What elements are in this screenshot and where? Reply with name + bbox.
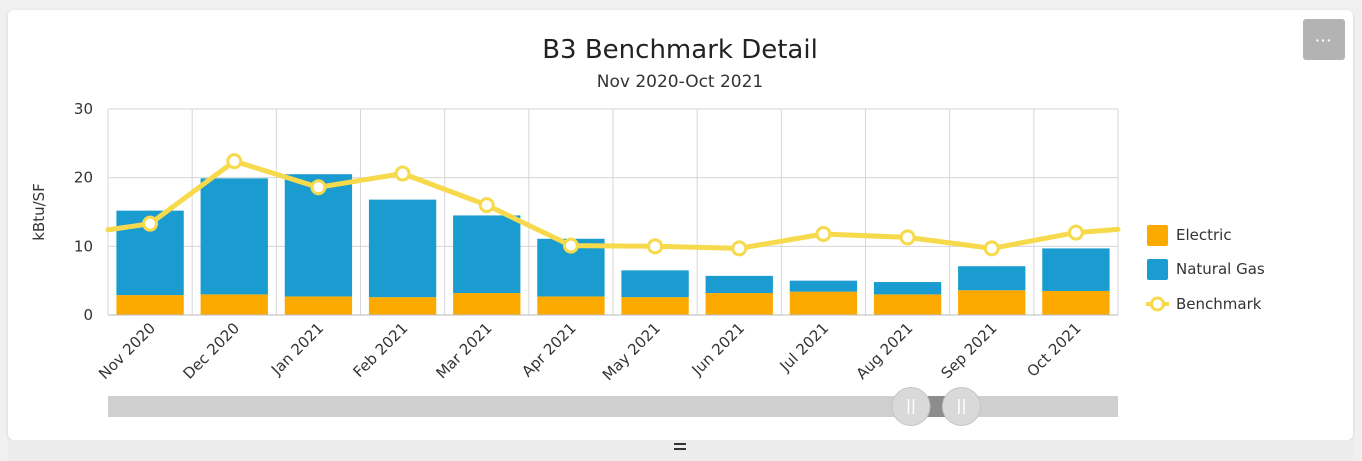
legend-swatch: [1147, 225, 1168, 246]
y-axis-label: kBtu/SF: [30, 183, 48, 241]
benchmark-point[interactable]: [310, 179, 327, 196]
benchmark-point[interactable]: [394, 165, 411, 182]
x-tick-label: Jul 2021: [776, 319, 833, 376]
bar-natural-gas[interactable]: [453, 215, 521, 294]
navigator-handle-knob: [891, 387, 931, 426]
legend-label: Electric: [1176, 226, 1232, 244]
bar-electric[interactable]: [200, 294, 268, 315]
chart-subtitle: Nov 2020-Oct 2021: [597, 72, 764, 92]
bar-natural-gas[interactable]: [958, 266, 1026, 291]
x-tick-label: Nov 2020: [95, 319, 159, 383]
x-tick-label: Sep 2021: [937, 319, 1000, 382]
card-footer: [8, 440, 1353, 461]
benchmark-point[interactable]: [226, 153, 243, 170]
x-tick-label: Dec 2020: [179, 319, 243, 383]
chart-title: B3 Benchmark Detail: [542, 35, 818, 65]
legend-marker: [1150, 296, 1165, 312]
legend: Electric Natural Gas Benchmark: [1146, 225, 1265, 313]
bar-electric[interactable]: [1042, 290, 1110, 315]
bar-natural-gas[interactable]: [705, 275, 773, 294]
bar-electric[interactable]: [873, 294, 942, 315]
benchmark-point[interactable]: [815, 225, 832, 242]
benchmark-point[interactable]: [983, 240, 1000, 257]
resize-handle-line: [674, 448, 686, 450]
bar-natural-gas[interactable]: [368, 199, 437, 298]
legend-label: Natural Gas: [1176, 260, 1265, 278]
x-tick-label: Aug 2021: [853, 319, 917, 383]
y-tick-label: 30: [74, 100, 93, 118]
y-tick-label: 20: [74, 169, 93, 187]
x-tick-label: Apr 2021: [518, 319, 579, 380]
y-tick-label: 0: [83, 306, 93, 324]
bar-electric[interactable]: [621, 297, 689, 315]
bar-electric[interactable]: [368, 297, 437, 315]
legend-item-natural-gas[interactable]: Natural Gas: [1147, 259, 1265, 280]
benchmark-point[interactable]: [899, 229, 916, 246]
bar-electric[interactable]: [537, 296, 605, 315]
bar-natural-gas[interactable]: [1042, 248, 1110, 291]
legend-label: Benchmark: [1176, 295, 1262, 313]
resize-handle-line: [674, 443, 686, 445]
bar-electric[interactable]: [789, 291, 858, 315]
bar-electric[interactable]: [958, 290, 1026, 315]
benchmark-point[interactable]: [478, 197, 495, 214]
x-tick-label: Feb 2021: [350, 319, 412, 381]
benchmark-point[interactable]: [1067, 224, 1084, 241]
bar-natural-gas[interactable]: [621, 270, 689, 298]
bar-electric[interactable]: [453, 293, 521, 315]
more-icon: ···: [1315, 31, 1333, 48]
benchmark-line: [105, 158, 1121, 251]
benchmark-point[interactable]: [731, 240, 748, 257]
x-tick-label: May 2021: [599, 319, 664, 384]
resize-handle[interactable]: [672, 440, 688, 454]
legend-item-benchmark[interactable]: Benchmark: [1146, 295, 1262, 313]
bar-natural-gas[interactable]: [200, 178, 268, 295]
navigator-handle[interactable]: [891, 387, 931, 426]
legend-swatch: [1147, 259, 1168, 280]
legend-item-electric[interactable]: Electric: [1147, 225, 1232, 246]
y-tick-label: 10: [74, 237, 93, 255]
chart-menu-button[interactable]: ···: [1303, 19, 1345, 60]
x-tick-label: Jun 2021: [688, 319, 748, 379]
navigator-handle-knob: [941, 387, 981, 426]
bar-electric[interactable]: [116, 295, 184, 315]
navigator-handle[interactable]: [941, 387, 981, 426]
x-tick-label: Jan 2021: [267, 319, 327, 379]
range-navigator[interactable]: [108, 387, 1118, 426]
bar-natural-gas[interactable]: [873, 282, 942, 295]
bar-electric[interactable]: [705, 293, 773, 315]
bar-natural-gas[interactable]: [789, 280, 858, 292]
x-tick-label: Mar 2021: [432, 319, 495, 382]
benchmark-point[interactable]: [562, 237, 579, 254]
bar-electric[interactable]: [284, 296, 353, 315]
benchmark-point[interactable]: [647, 238, 664, 255]
benchmark-series: [105, 153, 1121, 257]
x-tick-label: Oct 2021: [1023, 319, 1084, 380]
navigator-track[interactable]: [108, 396, 1118, 417]
benchmark-point[interactable]: [142, 215, 159, 232]
